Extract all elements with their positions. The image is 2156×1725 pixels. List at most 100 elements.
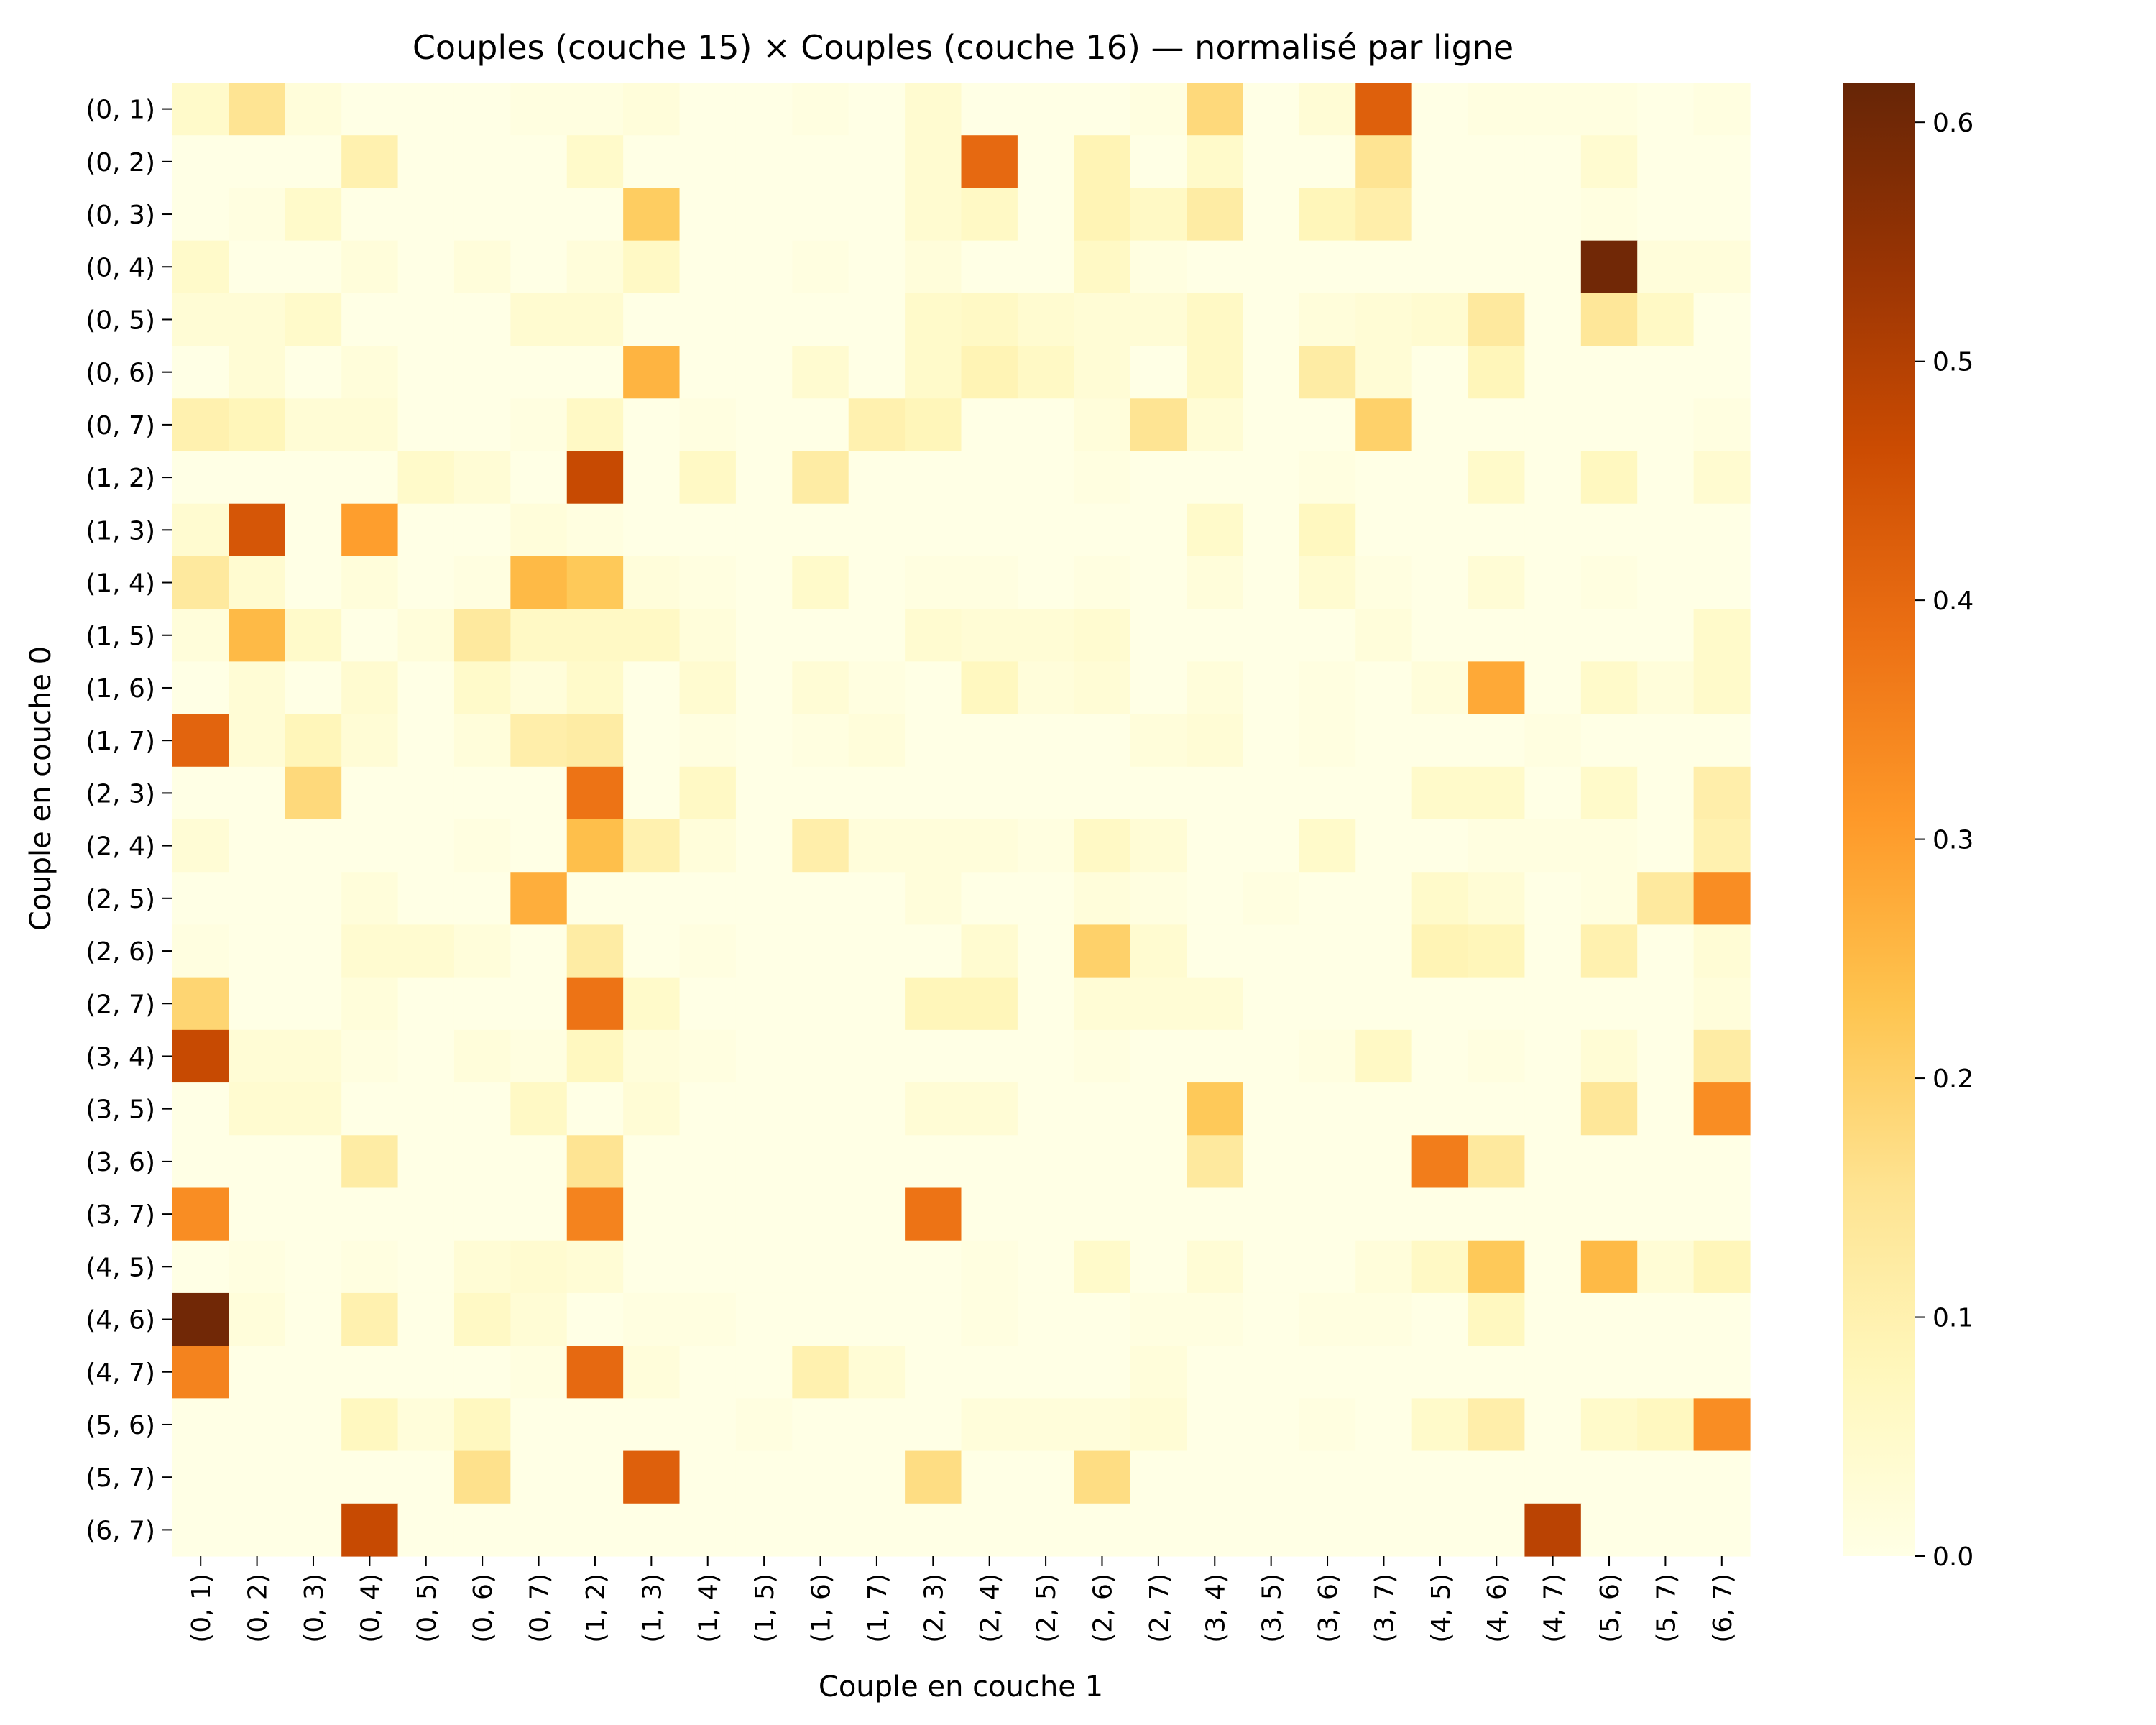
heatmap-cell xyxy=(792,609,849,662)
heatmap-cell xyxy=(1524,1240,1582,1294)
x-tick-label: (2, 4) xyxy=(976,1573,1005,1643)
heatmap-cell xyxy=(961,188,1018,242)
heatmap-cell xyxy=(229,1029,286,1083)
heatmap-cell xyxy=(679,1240,737,1294)
heatmap-cell xyxy=(397,1187,455,1241)
x-tick-label: (3, 7) xyxy=(1370,1573,1399,1643)
heatmap-cell xyxy=(1411,609,1469,662)
heatmap-cell xyxy=(961,1292,1018,1346)
heatmap-cell xyxy=(172,1398,229,1452)
heatmap-cell xyxy=(1411,977,1469,1031)
heatmap-cell xyxy=(1299,1292,1356,1346)
heatmap-cell xyxy=(229,924,286,978)
y-tick-label: (1, 2) xyxy=(86,464,155,493)
heatmap-cell xyxy=(229,1398,286,1452)
heatmap-cell xyxy=(1637,1187,1695,1241)
heatmap-cell xyxy=(172,1082,229,1136)
heatmap-cell xyxy=(397,872,455,926)
heatmap-cell xyxy=(1074,661,1131,715)
heatmap-cell xyxy=(1355,1187,1413,1241)
heatmap-cell xyxy=(1017,1503,1074,1557)
colorbar xyxy=(1843,83,1915,1556)
heatmap-cell xyxy=(1468,609,1526,662)
heatmap-cell xyxy=(1243,293,1300,346)
heatmap-cell xyxy=(1637,819,1695,873)
heatmap-cell xyxy=(1074,1450,1131,1504)
heatmap-cell xyxy=(1411,188,1469,242)
heatmap-cell xyxy=(510,872,568,926)
heatmap-cell xyxy=(1074,293,1131,346)
heatmap-cell xyxy=(1074,766,1131,820)
heatmap-cell xyxy=(1299,240,1356,294)
heatmap-cell xyxy=(1130,1135,1187,1189)
heatmap-cell xyxy=(1187,1292,1244,1346)
heatmap-cell xyxy=(1299,609,1356,662)
heatmap-cell xyxy=(1130,1082,1187,1136)
heatmap-cell xyxy=(1299,1240,1356,1294)
heatmap-cell xyxy=(1693,83,1751,136)
heatmap-cell xyxy=(1693,398,1751,452)
heatmap-cell xyxy=(792,872,849,926)
heatmap-cell xyxy=(1468,240,1526,294)
heatmap-cell xyxy=(341,398,399,452)
heatmap-cell xyxy=(453,1240,511,1294)
heatmap-cell xyxy=(1580,872,1638,926)
heatmap-cell xyxy=(623,977,681,1031)
heatmap-cell xyxy=(1187,1187,1244,1241)
heatmap-cell xyxy=(172,346,229,399)
heatmap-cell xyxy=(1074,1292,1131,1346)
heatmap-cell xyxy=(679,609,737,662)
heatmap-cell xyxy=(453,503,511,557)
heatmap-cell xyxy=(1074,1082,1131,1136)
heatmap-cell xyxy=(905,451,962,505)
heatmap-cell xyxy=(397,661,455,715)
heatmap-cell xyxy=(1187,872,1244,926)
x-tick-label: (2, 3) xyxy=(919,1573,949,1643)
heatmap-cell xyxy=(453,766,511,820)
heatmap-cell xyxy=(1637,240,1695,294)
colorbar-tick-label: 0.0 xyxy=(1932,1542,1973,1572)
heatmap-cell xyxy=(1468,1187,1526,1241)
heatmap-cell xyxy=(1524,1082,1582,1136)
heatmap-cell xyxy=(905,924,962,978)
heatmap-cell xyxy=(679,1346,737,1399)
heatmap-cell xyxy=(285,661,342,715)
heatmap-cell xyxy=(285,872,342,926)
heatmap-cell xyxy=(1580,609,1638,662)
x-tick-label: (3, 6) xyxy=(1314,1573,1343,1643)
heatmap-cell xyxy=(792,451,849,505)
heatmap-cell xyxy=(1299,1346,1356,1399)
heatmap-cell xyxy=(453,135,511,189)
heatmap-cell xyxy=(1693,872,1751,926)
heatmap-cell xyxy=(623,1292,681,1346)
heatmap-cell xyxy=(397,1346,455,1399)
heatmap-cell xyxy=(905,1240,962,1294)
heatmap-cell xyxy=(1299,83,1356,136)
colorbar-tick-label: 0.3 xyxy=(1932,826,1973,855)
heatmap-cell xyxy=(397,609,455,662)
heatmap-cell xyxy=(1243,188,1300,242)
heatmap-cell xyxy=(172,135,229,189)
heatmap-cell xyxy=(792,924,849,978)
heatmap-cell xyxy=(1524,240,1582,294)
heatmap-cell xyxy=(1187,240,1244,294)
heatmap-cell xyxy=(1524,556,1582,610)
heatmap-cell xyxy=(961,1450,1018,1504)
heatmap-cell xyxy=(735,1450,793,1504)
heatmap-cell xyxy=(1130,1450,1187,1504)
heatmap-cell xyxy=(397,503,455,557)
heatmap-cell xyxy=(905,714,962,768)
heatmap-cell xyxy=(1074,1187,1131,1241)
heatmap-cell xyxy=(1017,1029,1074,1083)
heatmap-cell xyxy=(1693,766,1751,820)
heatmap-cell xyxy=(1243,661,1300,715)
heatmap-cell xyxy=(172,1450,229,1504)
heatmap-cell xyxy=(623,1398,681,1452)
heatmap-cell xyxy=(1187,924,1244,978)
heatmap-cell xyxy=(792,977,849,1031)
heatmap-cell xyxy=(1637,135,1695,189)
heatmap-cell xyxy=(905,819,962,873)
y-tick-label: (5, 6) xyxy=(86,1411,155,1440)
heatmap-cell xyxy=(341,714,399,768)
heatmap-cell xyxy=(1637,766,1695,820)
